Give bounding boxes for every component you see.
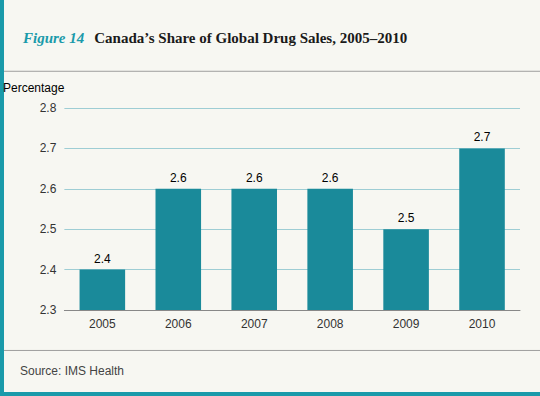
svg-text:2.7: 2.7	[474, 130, 491, 144]
svg-text:2007: 2007	[241, 317, 268, 331]
svg-text:2.5: 2.5	[40, 222, 57, 236]
svg-text:2.5: 2.5	[398, 211, 415, 225]
svg-text:2010: 2010	[469, 317, 496, 331]
svg-text:Figure 14: Figure 14	[22, 30, 85, 46]
svg-text:2.6: 2.6	[322, 171, 339, 185]
svg-text:2.6: 2.6	[246, 171, 263, 185]
svg-text:2.8: 2.8	[40, 101, 57, 115]
svg-text:2.7: 2.7	[40, 141, 57, 155]
svg-text:Canada’s Share of Global Drug: Canada’s Share of Global Drug Sales, 200…	[94, 30, 407, 46]
svg-text:Source: IMS Health: Source: IMS Health	[20, 364, 124, 378]
svg-text:2.3: 2.3	[40, 303, 57, 317]
svg-text:2005: 2005	[89, 317, 116, 331]
svg-text:2.4: 2.4	[40, 263, 57, 277]
svg-text:Percentage: Percentage	[3, 81, 65, 95]
svg-text:2.4: 2.4	[94, 252, 111, 266]
svg-text:2006: 2006	[165, 317, 192, 331]
svg-text:2.6: 2.6	[40, 182, 57, 196]
svg-text:2008: 2008	[317, 317, 344, 331]
svg-text:2009: 2009	[393, 317, 420, 331]
svg-text:2.6: 2.6	[170, 171, 187, 185]
